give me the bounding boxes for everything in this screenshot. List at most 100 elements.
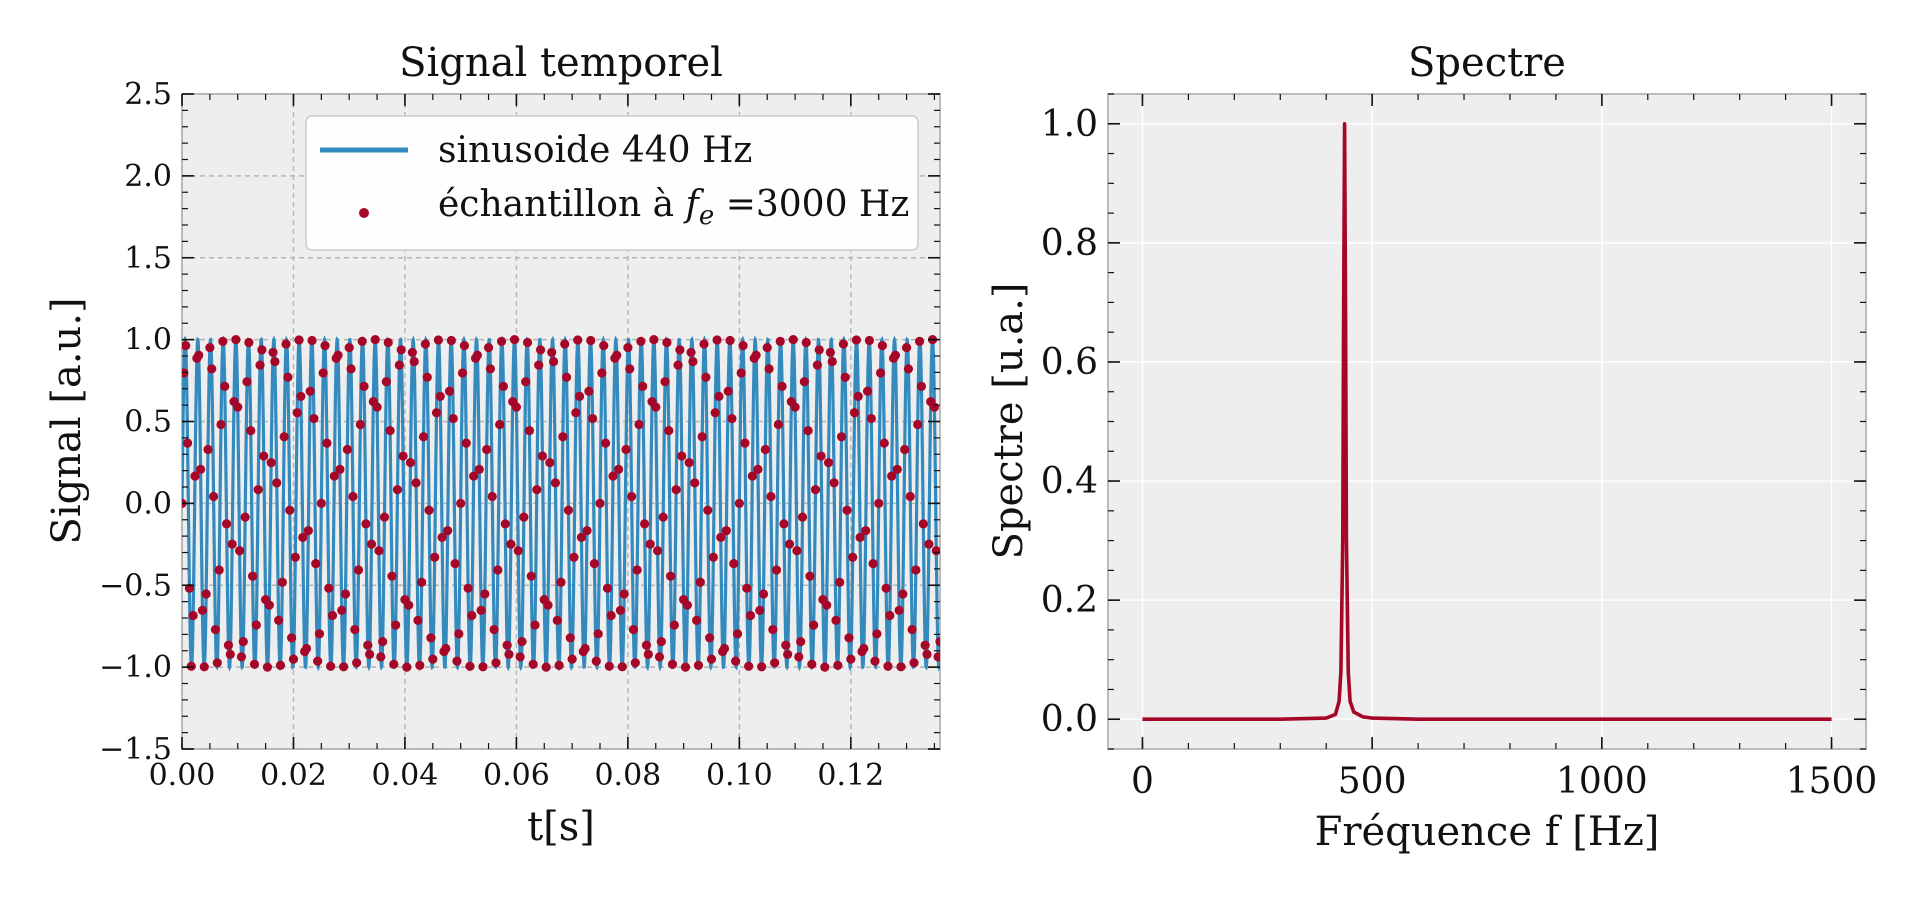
sample-point [242, 377, 252, 387]
sample-point [723, 386, 733, 396]
sample-point [591, 656, 601, 666]
sample-point [625, 364, 635, 374]
sample-point [571, 408, 581, 418]
sample-point [872, 629, 882, 639]
spectrum-x-axis-label: Fréquence f [Hz] [1315, 809, 1660, 855]
sample-point [216, 419, 226, 430]
sample-point [740, 438, 750, 448]
sample-point [221, 519, 232, 529]
time-signal-chart: 0.00 0.02 0.04 0.06 0.08 0.10 0.12 −1.5 −1.0 −0.… [44, 40, 941, 850]
sample-point [496, 336, 507, 346]
sample-point [586, 335, 596, 346]
legend-box [305, 115, 919, 251]
x-tick-label: 0 [1131, 761, 1154, 802]
sample-point [231, 335, 241, 345]
sample-point [796, 637, 806, 647]
sample-point [238, 637, 248, 647]
y-tick-label: 1.0 [124, 323, 172, 358]
x-tick-label: 500 [1338, 761, 1407, 802]
sample-point [627, 491, 637, 502]
sample-point [569, 552, 579, 562]
sample-point [602, 583, 613, 593]
sample-point [266, 458, 276, 468]
x-tick-label: 0.04 [372, 758, 439, 793]
sample-point [916, 381, 927, 391]
sample-point [353, 565, 364, 575]
sample-point [762, 343, 772, 353]
sample-point [396, 345, 406, 355]
spectrum-series-marks [1142, 121, 1832, 722]
sample-point [443, 526, 453, 536]
sample-point [483, 343, 494, 353]
sample-point [673, 360, 683, 370]
sample-point [409, 356, 419, 367]
sample-point [662, 337, 672, 348]
sample-point [257, 345, 267, 355]
sample-point [911, 565, 921, 575]
sample-point [537, 451, 548, 461]
sample-point [812, 360, 822, 370]
sample-point [849, 408, 860, 418]
sample-point [636, 336, 646, 346]
sample-point [836, 432, 847, 442]
sample-point [632, 565, 642, 575]
sample-point [695, 577, 705, 587]
sample-point [608, 471, 618, 481]
sample-point [851, 335, 862, 345]
sample-point [220, 381, 230, 391]
sample-point [459, 341, 469, 351]
sample-point [766, 491, 776, 502]
sample-point [405, 458, 416, 468]
x-tick-label: 0.02 [260, 758, 327, 793]
sample-point [894, 605, 904, 615]
sample-point [485, 364, 495, 374]
sample-point [500, 519, 510, 529]
sample-point [688, 356, 698, 367]
sample-point [298, 532, 308, 543]
sample-point [435, 391, 445, 401]
sample-point [719, 643, 730, 654]
sample-point [838, 339, 848, 349]
sample-point [712, 335, 722, 345]
sample-point [199, 662, 209, 672]
sample-point [287, 633, 297, 643]
y-tick-label: 0.5 [124, 405, 172, 440]
sample-point [883, 661, 893, 671]
sample-point [430, 552, 440, 562]
sample-point [253, 485, 263, 495]
sample-point [511, 402, 522, 412]
sample-point [476, 605, 486, 615]
sample-point [640, 519, 650, 529]
sample-point [316, 498, 326, 508]
sample-point [573, 335, 583, 345]
sample-point [255, 360, 265, 370]
sample-point [526, 571, 536, 581]
sample-point [859, 643, 869, 654]
sample-point [324, 583, 334, 593]
sample-point [457, 368, 468, 378]
sample-point [311, 559, 321, 569]
sample-point [482, 444, 492, 455]
sample-point [285, 505, 295, 515]
sample-point [747, 471, 757, 481]
sample-point [378, 637, 388, 647]
sample-point [799, 377, 809, 387]
sample-point [394, 360, 404, 370]
sample-point [935, 637, 940, 647]
sample-point [426, 633, 436, 643]
sample-point [279, 432, 289, 442]
sample-point [903, 364, 914, 374]
sample-point [547, 347, 557, 358]
time-series-marks [182, 335, 940, 672]
sample-point [653, 546, 663, 556]
sample-point [621, 444, 631, 455]
sample-point [264, 600, 274, 610]
x-tick-label: 0.10 [706, 758, 773, 793]
sample-point [770, 658, 780, 668]
sample-point [755, 605, 765, 615]
sample-point [326, 661, 336, 671]
sample-point [234, 546, 245, 556]
sample-point [587, 413, 598, 424]
sample-point [274, 615, 284, 625]
sample-point [188, 610, 198, 621]
